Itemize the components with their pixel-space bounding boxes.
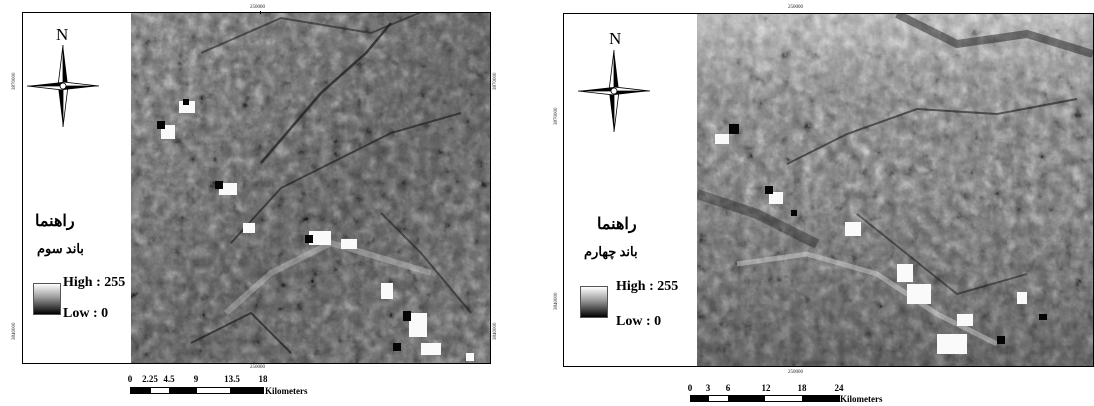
coord-label-top: 250000	[788, 5, 803, 10]
north-label: N	[609, 29, 622, 48]
coord-label-left-bottom: 3840000	[12, 322, 17, 341]
legend-title: راهنما	[35, 213, 75, 230]
coord-label-bottom: 250000	[250, 365, 265, 370]
north-label: N	[56, 25, 69, 44]
scale-tick: 13.5	[224, 374, 240, 384]
scale-tick: 9	[193, 374, 199, 384]
scale-tick: 4.5	[163, 374, 175, 384]
coord-label-right-bottom: 3840000	[493, 322, 498, 341]
scale-ticks: 0 3 6 12 18 24	[686, 383, 846, 395]
scale-bar-segments	[690, 395, 840, 402]
tick-top	[260, 11, 261, 14]
scale-bar: 0 3 6 12 18 24 Kilometers	[686, 383, 916, 405]
satellite-raster-band-4	[697, 14, 1093, 366]
north-arrow-icon	[578, 50, 650, 132]
scale-tick: 6	[725, 383, 731, 393]
satellite-raster-band-3	[131, 13, 490, 363]
scale-tick: 0	[687, 383, 693, 393]
coord-label-right-top: 3870000	[493, 72, 498, 91]
legend-low-label: Low : 0	[616, 314, 662, 329]
coord-label-top: 250000	[250, 5, 265, 10]
legend-high-label: High : 255	[616, 279, 679, 294]
map-panel-band-4: N راهنما باند چهارم High : 255 Low : 0 2…	[540, 0, 1094, 406]
scale-tick: 24	[834, 383, 844, 393]
map-frame: N راهنما باند چهارم High : 255 Low : 0	[563, 13, 1094, 367]
legend-band-label: باند سوم	[37, 241, 84, 256]
legend-title: راهنما	[597, 216, 637, 233]
coord-label-left-top: 3870000	[554, 107, 559, 126]
legend-band-label: باند چهارم	[584, 244, 638, 259]
legend-color-ramp	[580, 286, 608, 318]
coord-label-bottom: 250000	[788, 370, 803, 375]
coord-label-left-top: 3870000	[12, 72, 17, 91]
scale-unit: Kilometers	[265, 386, 308, 396]
scale-tick: 3	[705, 383, 711, 393]
map-panel-band-3: N راهنما باند سوم High : 255 Low : 0 250…	[0, 0, 520, 406]
scale-ticks: 0 2.25 4.5 9 13.5 18	[126, 374, 268, 386]
scale-bar-segments	[130, 387, 264, 394]
scale-unit: Kilometers	[840, 394, 883, 404]
map-frame: N راهنما باند سوم High : 255 Low : 0	[22, 12, 491, 364]
scale-bar: 0 2.25 4.5 9 13.5 18 Kilometers	[126, 374, 326, 398]
scale-tick: 2.25	[142, 374, 158, 384]
scale-tick: 0	[127, 374, 133, 384]
scale-tick: 12	[761, 383, 771, 393]
legend-low-label: Low : 0	[63, 306, 109, 321]
north-arrow-icon	[27, 45, 99, 127]
coord-label-left-bottom: 3840000	[554, 292, 559, 311]
scale-tick: 18	[258, 374, 268, 384]
legend-high-label: High : 255	[63, 275, 126, 290]
scale-tick: 18	[797, 383, 807, 393]
legend-color-ramp	[33, 283, 61, 315]
